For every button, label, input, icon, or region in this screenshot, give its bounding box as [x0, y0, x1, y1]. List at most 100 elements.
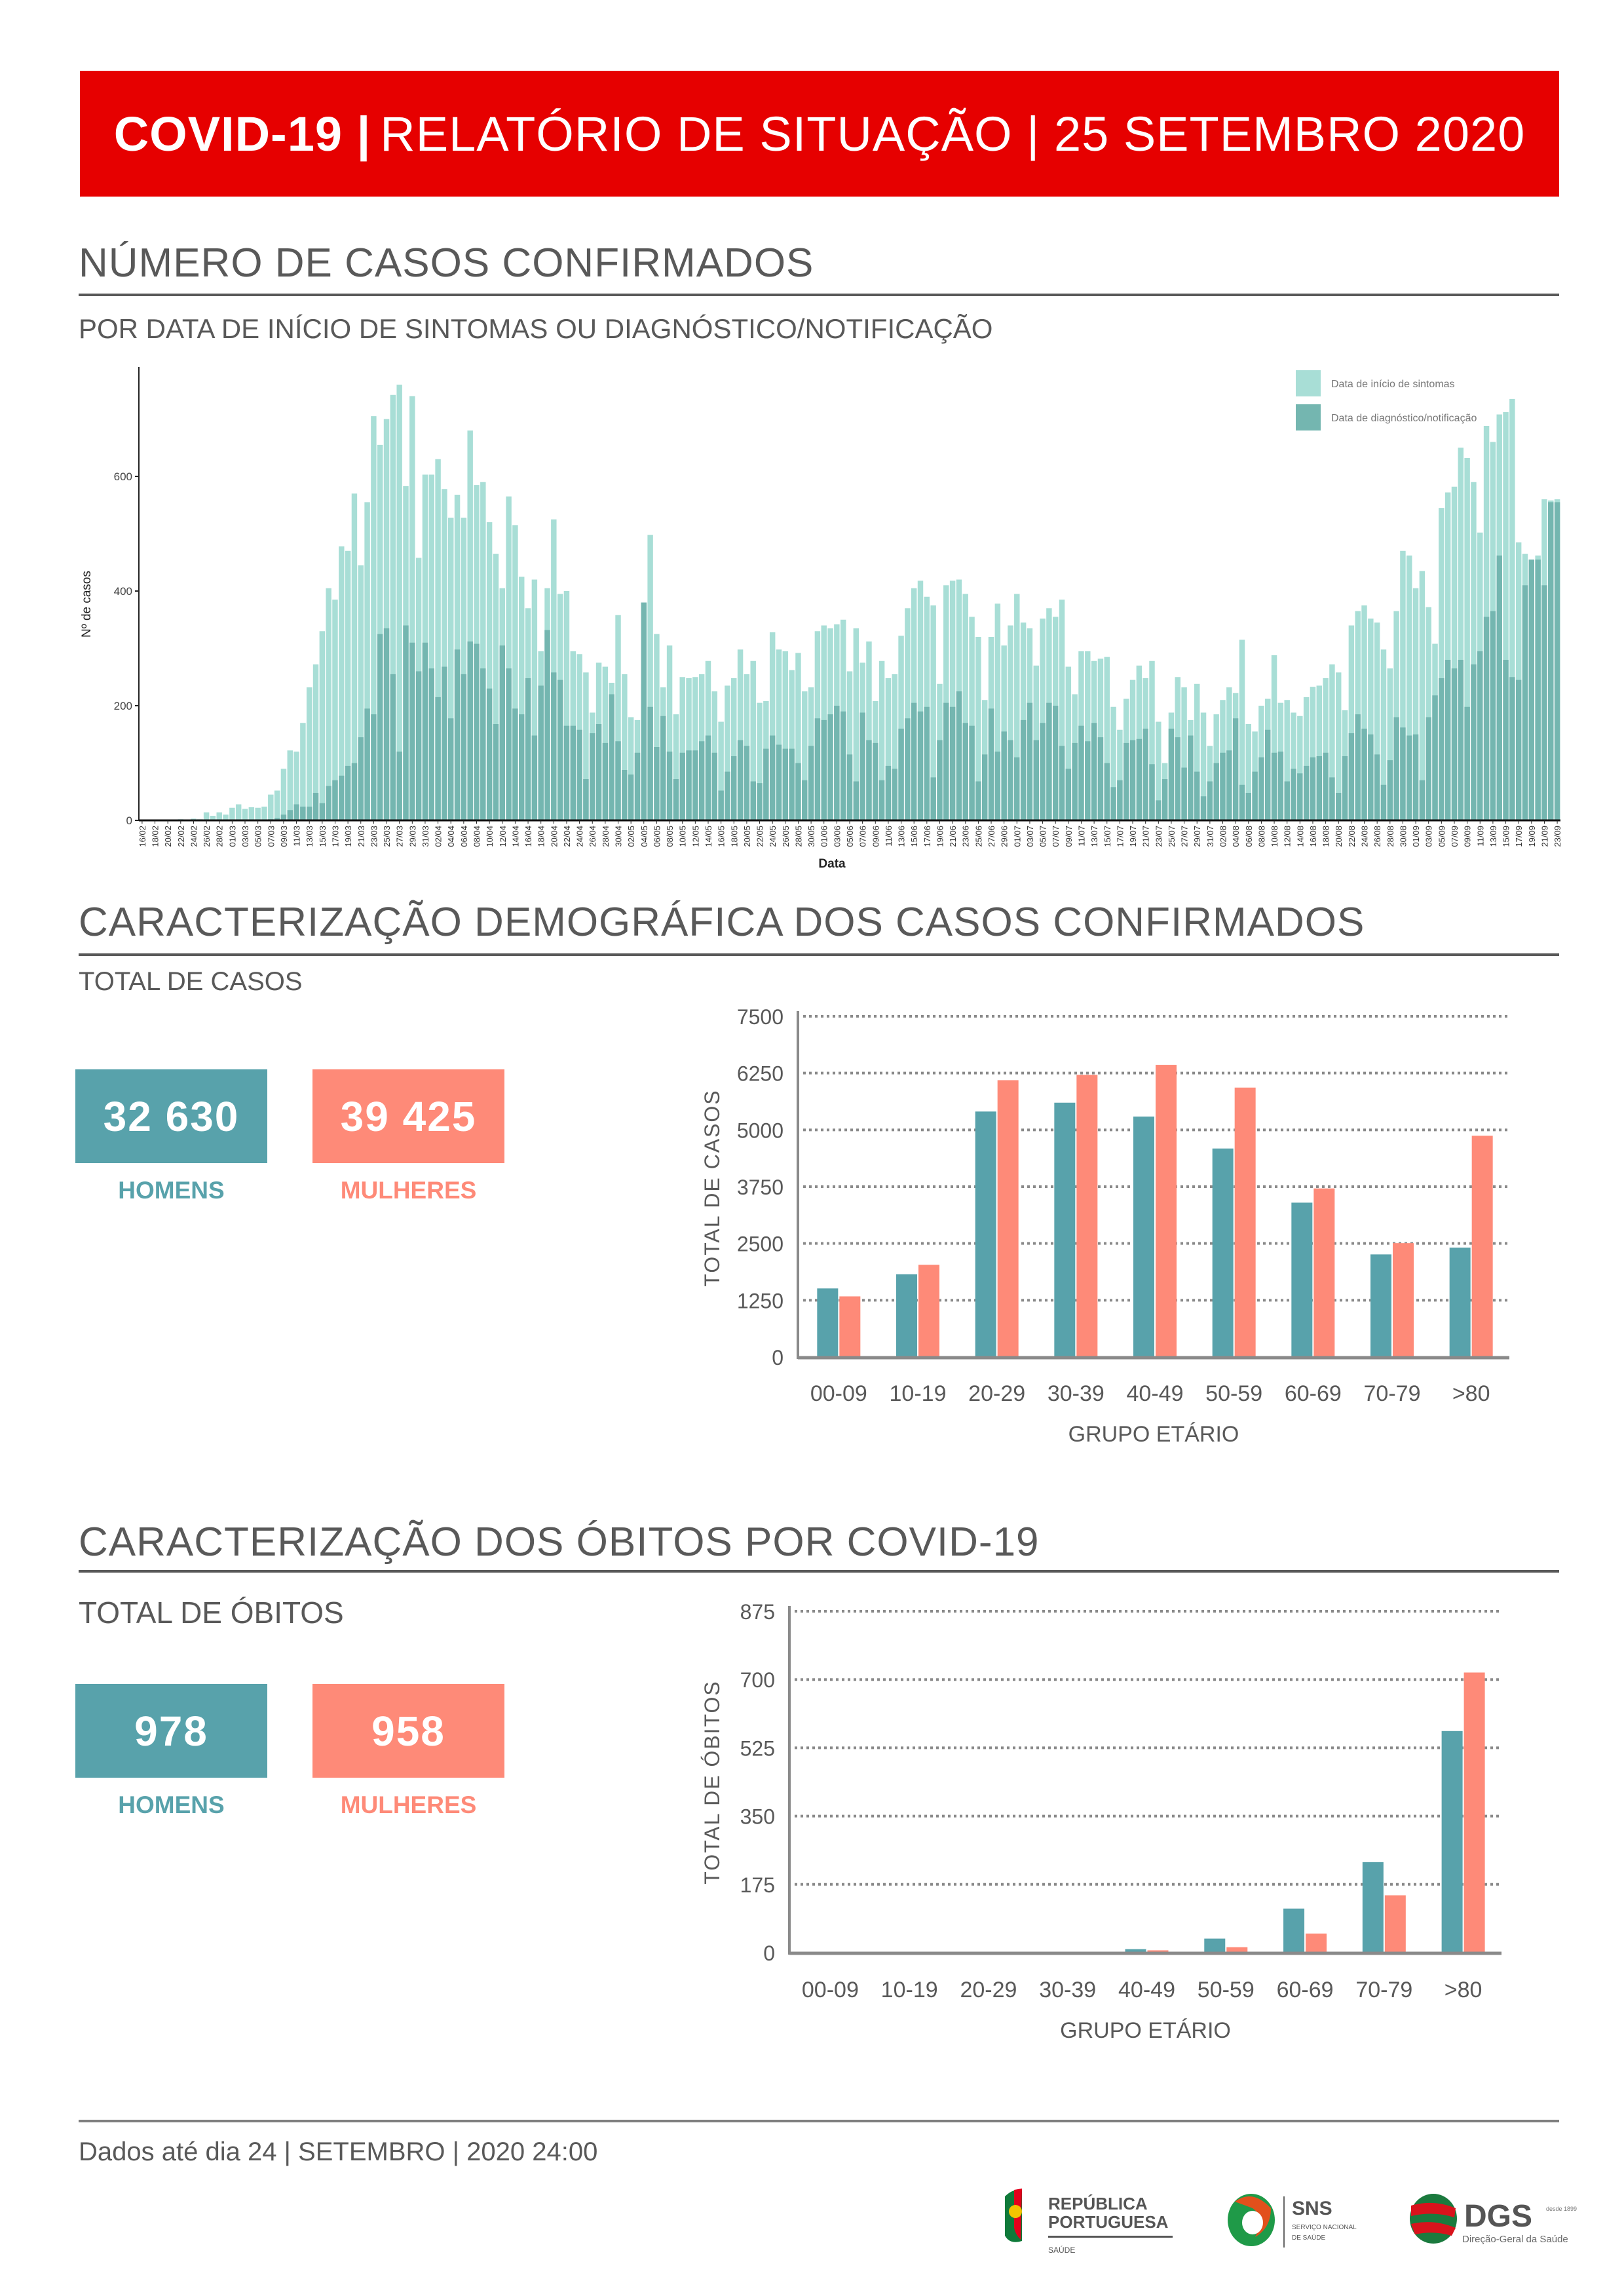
- x-tick-label: 05/06: [845, 826, 855, 847]
- x-tick-label: 12/04: [498, 826, 508, 847]
- bar-symptoms: [802, 691, 808, 820]
- bar-diagnosis: [737, 740, 744, 820]
- x-tick-label: 12/08: [1283, 826, 1293, 847]
- bar-diagnosis: [750, 781, 756, 820]
- bar-symptoms: [1085, 651, 1091, 820]
- x-tick-label: 02/04: [434, 826, 444, 847]
- x-tick-label: 26/04: [588, 826, 597, 847]
- bar-diagnosis: [1464, 706, 1470, 820]
- x-tick-label: 29/03: [407, 826, 417, 847]
- bar-diagnosis: [943, 702, 949, 820]
- deaths-by-age-chart: 0 175 350 525 700 875 00-09 10-19 20-29 30-39 40-4…: [700, 1600, 1501, 2043]
- bar-diagnosis: [1142, 729, 1148, 820]
- x-tick-label: 14/04: [510, 826, 520, 847]
- bar-diagnosis: [339, 775, 345, 820]
- y-tick-label: 0: [772, 1346, 784, 1369]
- y-tick-label: 400: [114, 585, 132, 598]
- x-tick-label: 01/09: [1411, 826, 1421, 847]
- x-tick-label: 11/09: [1475, 826, 1485, 847]
- bar-symptoms: [622, 674, 628, 820]
- bar-symptoms: [905, 608, 911, 820]
- bar-men: [975, 1111, 996, 1357]
- bar-symptoms: [493, 554, 499, 820]
- bar-diagnosis: [827, 714, 833, 820]
- bar-diagnosis: [1483, 617, 1490, 820]
- bar-diagnosis: [312, 793, 319, 820]
- x-tick-label: 07/06: [858, 826, 868, 847]
- women-label: MULHERES: [340, 1177, 477, 1204]
- bar-symptoms: [371, 416, 377, 820]
- bar-diagnosis: [1226, 750, 1232, 820]
- y-tick-label: 200: [114, 700, 132, 712]
- x-tick-label: 04/05: [639, 826, 649, 847]
- bar-symptoms: [1374, 622, 1380, 820]
- x-tick-label: 03/06: [832, 826, 842, 847]
- x-tick-label: 21/07: [1141, 826, 1151, 847]
- bar-women: [1234, 1087, 1256, 1357]
- bar-symptoms: [229, 807, 235, 820]
- bar-diagnosis: [493, 724, 499, 820]
- x-tick-label: 06/04: [459, 826, 469, 847]
- bar-diagnosis: [666, 752, 673, 820]
- bar-diagnosis: [1439, 678, 1445, 820]
- bar-symptoms: [994, 603, 1001, 820]
- bar-diagnosis: [1207, 781, 1213, 820]
- bar-diagnosis: [878, 780, 885, 820]
- x-tick-label: 13/06: [897, 826, 907, 847]
- x-tick-label: 50-59: [1198, 1978, 1255, 2002]
- x-tick-label: 10/04: [485, 826, 495, 847]
- x-axis-title: Data: [818, 857, 846, 871]
- x-tick-label: 23/09: [1553, 826, 1562, 847]
- bar-men: [1204, 1938, 1226, 1953]
- x-tick-label: 23/03: [369, 826, 379, 847]
- bar-diagnosis: [274, 818, 280, 820]
- y-axis-title: TOTAL DE CASOS: [700, 1089, 724, 1286]
- x-tick-label: 08/05: [665, 826, 675, 847]
- section-title-cases: NÚMERO DE CASOS CONFIRMADOS: [79, 240, 814, 286]
- bar-diagnosis: [1400, 727, 1406, 820]
- section-subtitle-cases: POR DATA DE INÍCIO DE SINTOMAS OU DIAGNÓ…: [79, 313, 993, 344]
- bar-women: [918, 1265, 939, 1357]
- y-tick-label: 3750: [737, 1176, 784, 1199]
- bar-diagnosis: [1239, 784, 1245, 820]
- x-tick-label: 17/06: [922, 826, 932, 847]
- bar-symptoms: [312, 664, 319, 820]
- bar-men: [1441, 1731, 1463, 1953]
- x-tick-label: 16/04: [523, 826, 533, 847]
- bar-symptoms: [1503, 412, 1509, 820]
- bar-diagnosis: [1407, 735, 1412, 820]
- bar-diagnosis: [1265, 729, 1271, 820]
- x-tick-label: 16/02: [138, 826, 147, 847]
- bar-diagnosis: [1245, 793, 1252, 820]
- x-tick-label: 19/09: [1527, 826, 1537, 847]
- bar-diagnosis: [602, 742, 609, 820]
- x-tick-label: 21/09: [1539, 826, 1549, 847]
- bar-diagnosis: [1252, 771, 1258, 820]
- bar-men: [1370, 1254, 1391, 1357]
- x-tick-label: 11/06: [884, 826, 894, 847]
- bar-diagnosis: [1291, 769, 1296, 820]
- bar-diagnosis: [1355, 714, 1361, 820]
- bar-symptoms: [1156, 721, 1161, 820]
- bar-symptoms: [447, 518, 454, 820]
- y-tick-label: 525: [740, 1736, 775, 1760]
- bar-diagnosis: [821, 719, 827, 820]
- bar-symptoms: [975, 637, 981, 820]
- bar-diagnosis: [718, 790, 724, 820]
- y-axis-title: TOTAL DE ÓBITOS: [700, 1680, 724, 1885]
- bar-symptoms: [1329, 664, 1335, 820]
- bar-symptoms: [917, 581, 924, 820]
- bar-symptoms: [383, 419, 390, 820]
- x-tick-label: 20-29: [968, 1381, 1025, 1406]
- bar-diagnosis: [1303, 765, 1310, 820]
- bar-diagnosis: [1271, 752, 1277, 820]
- bar-diagnosis: [763, 748, 769, 820]
- svg-text:SNS: SNS: [1292, 2198, 1332, 2219]
- bar-diagnosis: [287, 810, 293, 820]
- bar-men: [1449, 1247, 1471, 1357]
- bar-symptoms: [1426, 607, 1431, 820]
- x-tick-label: 17/07: [1115, 826, 1125, 847]
- bar-women: [997, 1080, 1019, 1357]
- legend-label-diagnosis: Data de diagnóstico/notificação: [1331, 413, 1477, 424]
- bar-diagnosis: [300, 807, 306, 820]
